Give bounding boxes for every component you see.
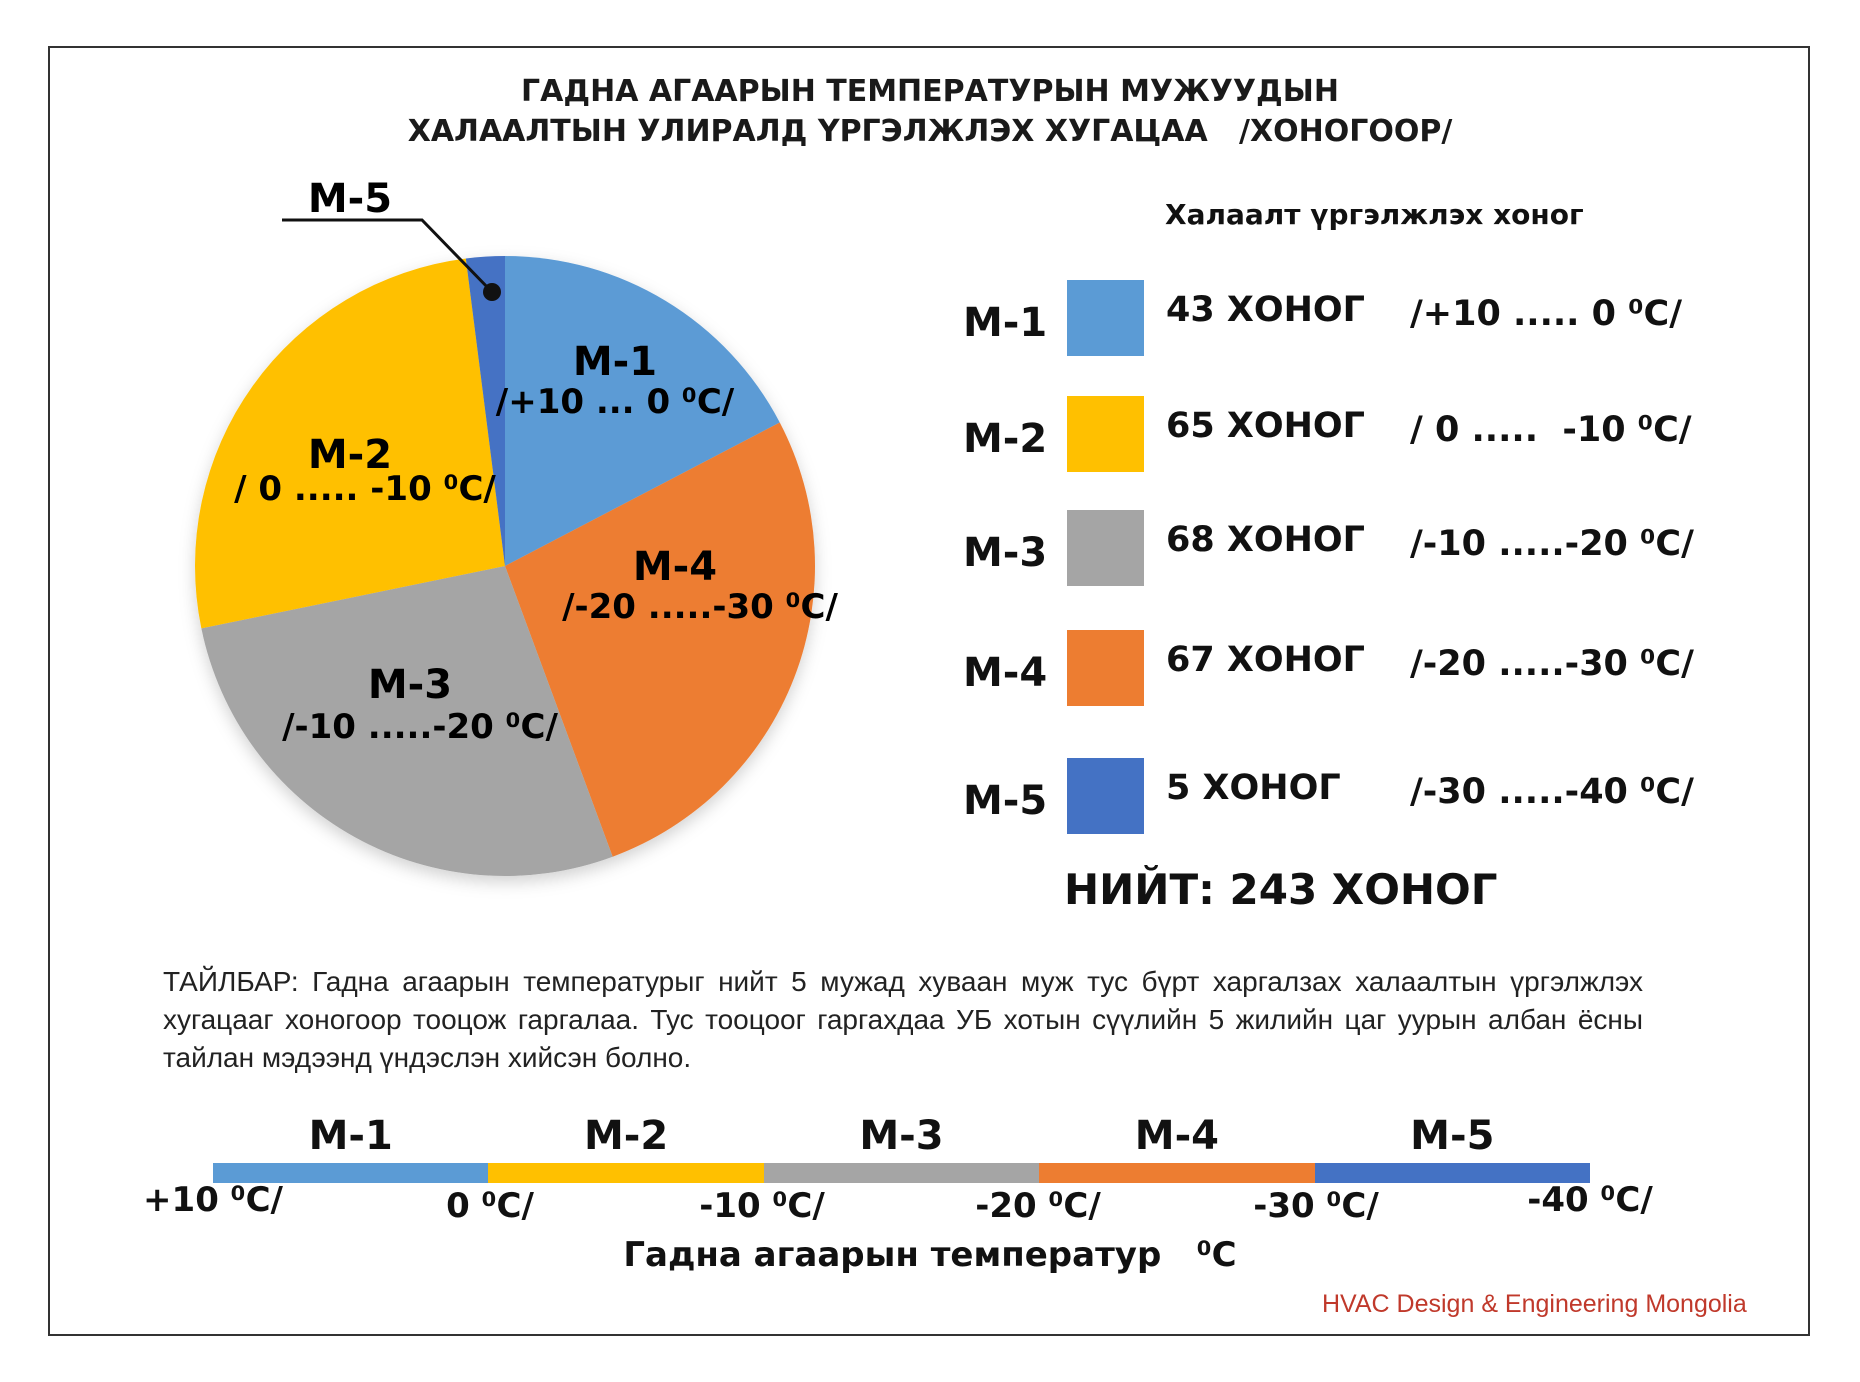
legend-row-М-2: М-2 65 ХОНОГ / 0 ..... -10 ⁰С/: [0, 396, 1860, 476]
scale-tick-label: -20 ⁰С/: [975, 1186, 1101, 1226]
legend-range: /-30 .....-40 ⁰С/: [1410, 772, 1694, 812]
scale-segment-label: М-2: [583, 1113, 669, 1159]
pie-label-range: / 0 ..... -10 ⁰С/: [234, 469, 496, 509]
pie-slice-М-4: [505, 422, 815, 857]
scale-segment-label: М-1: [308, 1113, 393, 1159]
scale-tick-label: 0 ⁰С/: [446, 1186, 534, 1226]
scale-axis-title: Гадна агаарын температур ⁰С: [623, 1235, 1237, 1275]
scale-segment-label: М-4: [1134, 1113, 1220, 1159]
pie-label-code: М-4: [633, 544, 717, 590]
legend-code: М-1: [963, 300, 1048, 346]
legend-days: 67 ХОНОГ: [1166, 640, 1365, 680]
callout-leader-line: [282, 218, 494, 294]
legend-swatch: [1067, 396, 1144, 472]
scale-segment-label: М-3: [859, 1113, 944, 1159]
scale-tick-label: -40 ⁰С/: [1527, 1180, 1653, 1220]
pie-label-range: /-10 .....-20 ⁰С/: [282, 707, 558, 747]
legend-swatch: [1067, 280, 1144, 356]
scale-segment-М-1: [213, 1163, 489, 1183]
scale-tick-label: +10 ⁰С/: [143, 1180, 283, 1220]
title-line-1: ГАДНА АГААРЫН ТЕМПЕРАТУРЫН МУЖУУДЫН: [521, 74, 1339, 109]
legend-range: /+10 ..... 0 ⁰С/: [1410, 294, 1683, 334]
scale-segment-label: М-5: [1410, 1113, 1495, 1159]
title-line-2: ХАЛААЛТЫН УЛИРАЛД ҮРГЭЛЖЛЭХ ХУГАЦАА /ХОН…: [407, 114, 1453, 149]
pie-label-range: /-20 .....-30 ⁰С/: [562, 587, 838, 627]
chart-title: ГАДНА АГААРЫН ТЕМПЕРАТУРЫН МУЖУУДЫН ХАЛА…: [0, 72, 1860, 152]
chart-frame: [48, 46, 1810, 1336]
legend-row-М-3: М-3 68 ХОНОГ /-10 .....-20 ⁰С/: [0, 510, 1860, 590]
scale-tick-label: -30 ⁰С/: [1253, 1186, 1379, 1226]
legend-range: /-20 .....-30 ⁰С/: [1410, 644, 1694, 684]
legend-swatch: [1067, 630, 1144, 706]
pie-slice-М-2: [195, 258, 506, 629]
legend-swatch: [1067, 510, 1144, 586]
scale-segment-М-2: [488, 1163, 764, 1183]
legend-code: М-4: [963, 650, 1048, 696]
legend-row-М-5: М-5 5 ХОНОГ /-30 .....-40 ⁰С/: [0, 758, 1860, 838]
legend-row-М-1: М-1 43 ХОНОГ /+10 ..... 0 ⁰С/: [0, 280, 1860, 360]
legend-row-М-4: М-4 67 ХОНОГ /-20 .....-30 ⁰С/: [0, 630, 1860, 710]
legend-range: /-10 .....-20 ⁰С/: [1410, 524, 1694, 564]
scale-tick-label: -10 ⁰С/: [699, 1186, 825, 1226]
legend-code: М-2: [963, 416, 1048, 462]
pie-slice-М-3: [201, 566, 613, 877]
credit-text: HVAC Design & Engineering Mongolia: [1322, 1290, 1747, 1318]
legend-days: 5 ХОНОГ: [1166, 768, 1341, 808]
scale-segment-М-4: [1039, 1163, 1315, 1183]
scale-segment-М-5: [1314, 1163, 1590, 1183]
pie-slice-М-5: [465, 256, 505, 566]
pie-label-range: /+10 ... 0 ⁰С/: [496, 382, 735, 422]
callout-label: М-5: [308, 176, 392, 222]
legend-title: Халаалт үргэлжлэх хоног: [1165, 198, 1584, 231]
legend-days: 43 ХОНОГ: [1166, 290, 1365, 330]
pie-label-code: М-2: [308, 432, 392, 478]
pie-slice-М-1: [505, 256, 780, 566]
legend-code: М-5: [963, 778, 1048, 824]
pie-label-code: М-1: [573, 339, 657, 385]
legend-code: М-3: [963, 530, 1048, 576]
legend-days: 68 ХОНОГ: [1166, 520, 1365, 560]
pie-label-code: М-3: [368, 662, 452, 708]
legend-days: 65 ХОНОГ: [1166, 406, 1365, 446]
legend-range: / 0 ..... -10 ⁰С/: [1410, 410, 1692, 450]
legend-swatch: [1067, 758, 1144, 834]
callout-dot: [483, 283, 501, 301]
total-days: НИЙТ: 243 ХОНОГ: [1064, 865, 1498, 914]
explanation-note: ТАЙЛБАР: Гадна агаарын температурыг нийт…: [163, 966, 1643, 1073]
scale-segment-М-3: [763, 1163, 1040, 1183]
